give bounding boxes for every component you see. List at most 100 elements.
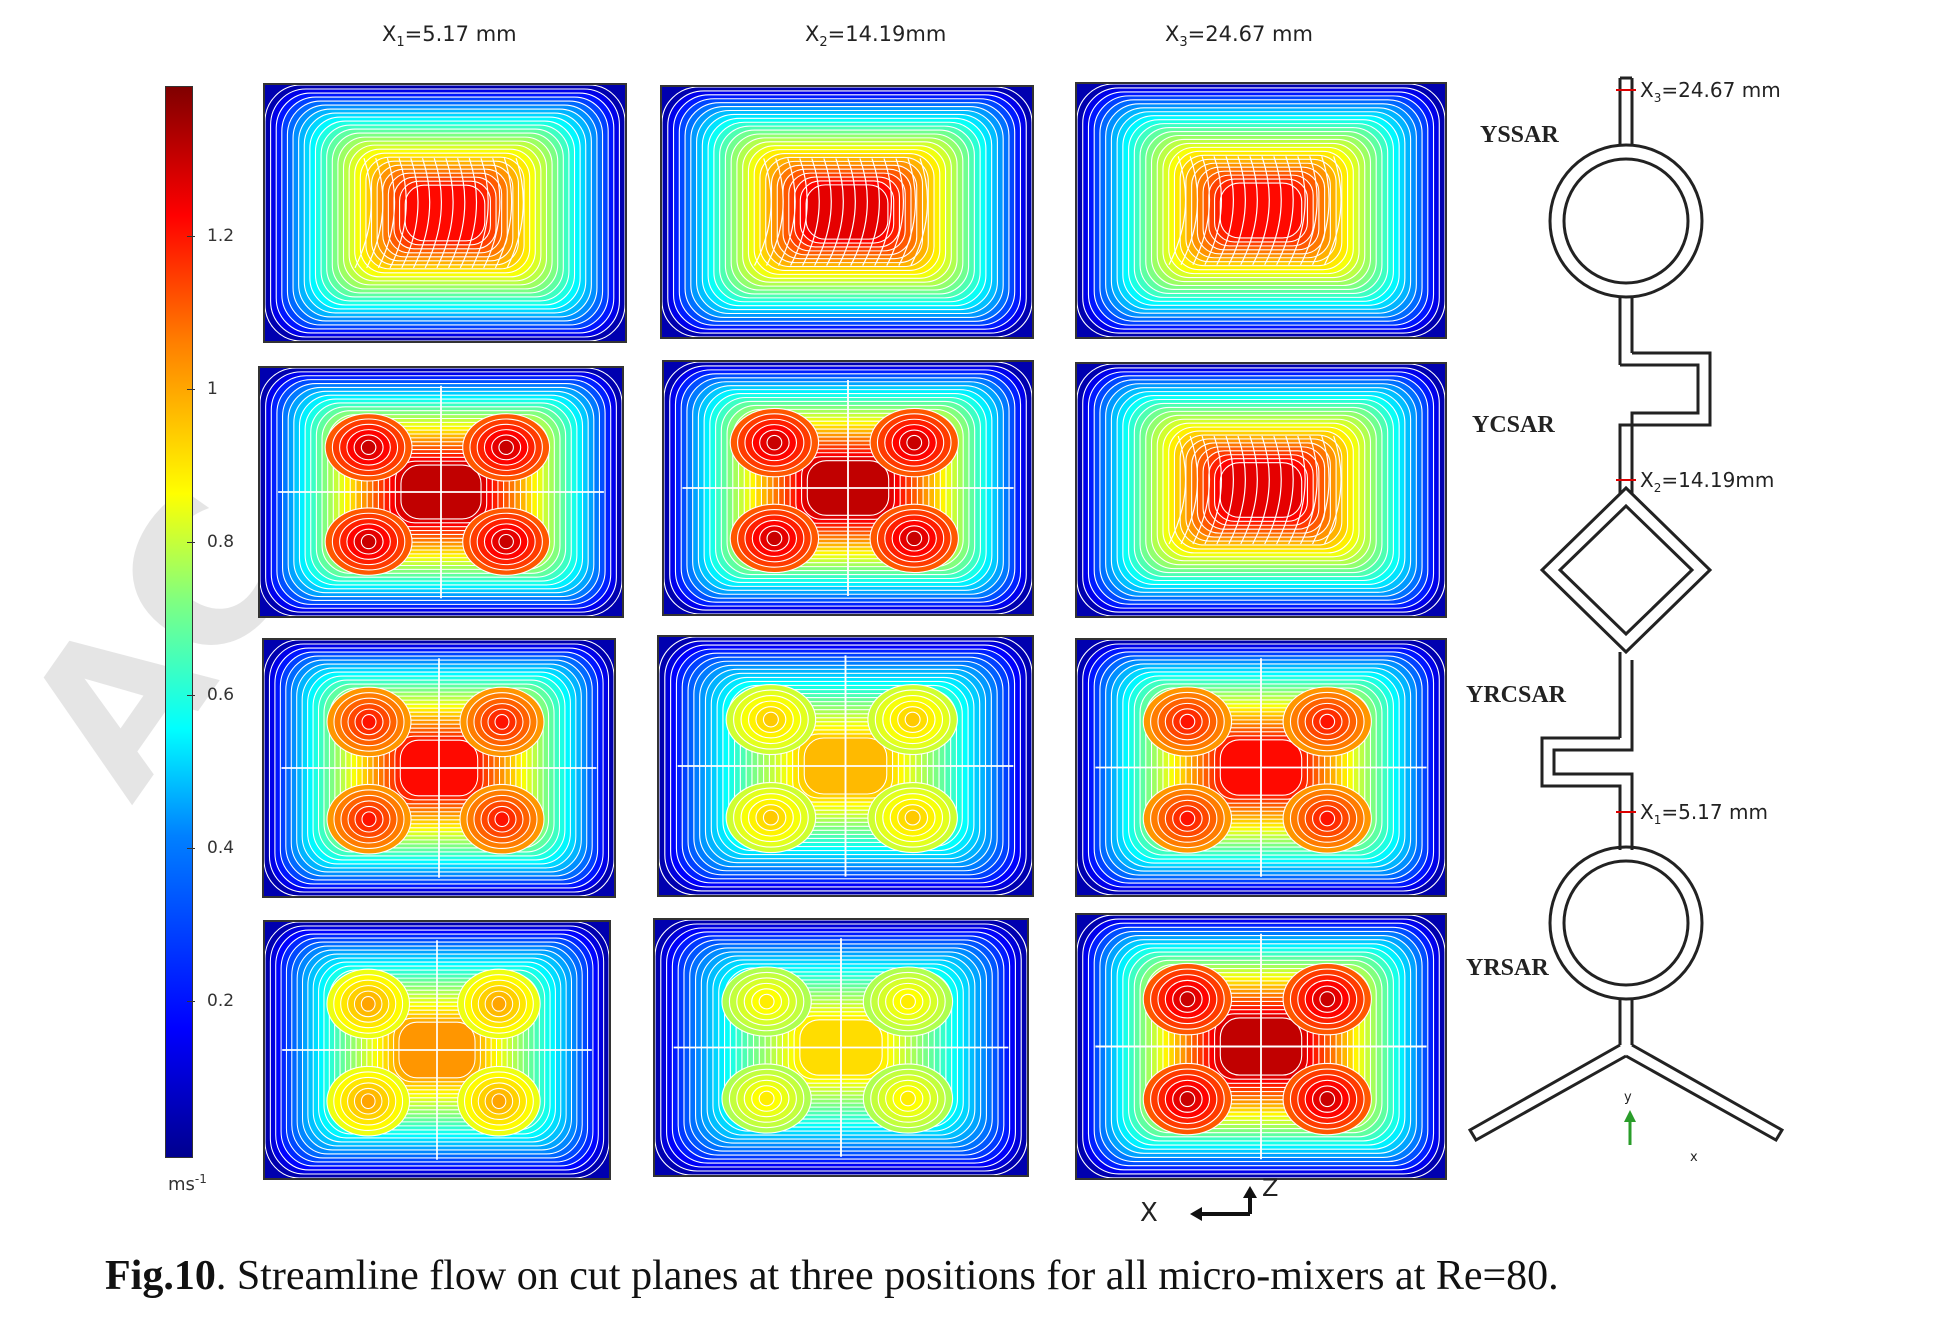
streamline bbox=[802, 158, 820, 266]
streamline bbox=[366, 157, 384, 269]
vortex-ring bbox=[491, 996, 507, 1012]
colorbar-tick bbox=[187, 695, 195, 696]
streamline bbox=[354, 157, 372, 269]
streamline bbox=[778, 158, 796, 266]
view-axis-z: Z bbox=[1262, 1174, 1279, 1202]
vortex-ring bbox=[758, 1090, 775, 1107]
streamline bbox=[377, 157, 396, 269]
mixer-label-ycsar: YCSAR bbox=[1472, 412, 1555, 438]
streamline-field bbox=[655, 920, 1027, 1175]
vortex-ring bbox=[758, 993, 775, 1010]
view-axes bbox=[1190, 1186, 1257, 1221]
streamline bbox=[1168, 156, 1187, 265]
streamline bbox=[1216, 435, 1234, 545]
streamline bbox=[1264, 156, 1282, 265]
streamline bbox=[1168, 435, 1187, 545]
streamline bbox=[389, 157, 407, 269]
vortex-ring bbox=[498, 439, 514, 455]
vortex-ring bbox=[906, 530, 923, 547]
streamline bbox=[814, 158, 832, 266]
streamline bbox=[1240, 435, 1258, 545]
micromixer-schematic bbox=[1467, 76, 1785, 1145]
streamline-field bbox=[1077, 364, 1445, 616]
streamline bbox=[1240, 156, 1258, 265]
streamline bbox=[1300, 435, 1318, 545]
column-header-2: X2=14.19mm bbox=[805, 22, 947, 51]
colorbar-tick-label: 0.2 bbox=[207, 991, 235, 1011]
streamline bbox=[826, 158, 844, 266]
vortex-ring bbox=[494, 811, 510, 828]
streamline bbox=[753, 158, 772, 266]
vortex-ring bbox=[360, 533, 377, 550]
colorbar-tick bbox=[187, 389, 195, 390]
streamline-field bbox=[264, 640, 614, 896]
vortex-ring bbox=[766, 530, 783, 547]
position-label-x1: X1=5.17 mm bbox=[1640, 800, 1768, 827]
vortex-ring bbox=[1319, 991, 1336, 1008]
vortex-ring bbox=[360, 439, 377, 455]
streamline-panel bbox=[660, 85, 1034, 339]
streamline-field bbox=[265, 922, 609, 1178]
triad-label-y: y bbox=[1624, 1090, 1632, 1105]
streamline-panel bbox=[662, 360, 1034, 616]
streamline bbox=[483, 157, 501, 269]
triad-label-x: x bbox=[1690, 1150, 1698, 1165]
streamline bbox=[1192, 156, 1211, 265]
streamline bbox=[412, 157, 431, 269]
streamline-field bbox=[260, 368, 622, 616]
streamline bbox=[1204, 156, 1222, 265]
streamline bbox=[898, 158, 916, 266]
mixer-label-yssar: YSSAR bbox=[1480, 122, 1559, 148]
vortex-ring bbox=[494, 714, 510, 730]
vortex-ring bbox=[1179, 1091, 1196, 1108]
streamline bbox=[1288, 156, 1306, 265]
caption-text: . Streamline flow on cut planes at three… bbox=[215, 1253, 1559, 1299]
streamline bbox=[765, 158, 784, 266]
streamline-panel bbox=[1075, 913, 1447, 1180]
vortex-ring bbox=[762, 711, 779, 728]
streamline-field bbox=[662, 87, 1032, 337]
streamline bbox=[874, 158, 892, 266]
streamline bbox=[1323, 156, 1342, 265]
vortex-ring bbox=[491, 1093, 507, 1110]
axis-triad bbox=[1624, 1110, 1636, 1145]
vortex-ring bbox=[766, 434, 783, 451]
streamline-field bbox=[265, 85, 625, 341]
vortex-ring bbox=[899, 993, 916, 1010]
colorbar-tick bbox=[187, 542, 195, 543]
streamline-field bbox=[1077, 915, 1445, 1178]
streamline bbox=[1311, 156, 1330, 265]
streamline bbox=[506, 157, 524, 269]
vortex-ring bbox=[498, 533, 514, 550]
vortex-ring bbox=[361, 714, 377, 730]
streamline bbox=[1228, 156, 1246, 265]
mixer-label-yrcsar: YRCSAR bbox=[1466, 682, 1567, 708]
streamline-panel bbox=[263, 83, 627, 343]
streamline bbox=[838, 158, 856, 266]
vortex-ring bbox=[360, 1093, 376, 1110]
streamline-field bbox=[659, 637, 1032, 895]
streamline-field bbox=[1077, 640, 1445, 895]
colorbar-tick bbox=[187, 1001, 195, 1002]
streamline-field bbox=[664, 362, 1032, 614]
streamline bbox=[494, 157, 513, 269]
caption-label: Fig.10 bbox=[105, 1253, 216, 1299]
colorbar-unit: ms-1 bbox=[168, 1172, 207, 1195]
streamline bbox=[910, 158, 929, 266]
streamline bbox=[1276, 156, 1294, 265]
vortex-ring bbox=[1179, 991, 1196, 1008]
streamline bbox=[459, 157, 478, 269]
streamline bbox=[1252, 156, 1270, 265]
streamline bbox=[471, 157, 489, 269]
colorbar-tick-label: 1.2 bbox=[207, 226, 235, 246]
streamline-field bbox=[1077, 84, 1445, 337]
vortex-ring bbox=[1179, 810, 1196, 827]
streamline-panel bbox=[657, 635, 1034, 897]
streamline bbox=[401, 157, 419, 269]
colorbar-tick bbox=[187, 848, 195, 849]
colorbar-tick-label: 1 bbox=[207, 379, 218, 399]
column-header-3: X3=24.67 mm bbox=[1165, 22, 1313, 51]
vortex-ring bbox=[1319, 1091, 1336, 1108]
streamline bbox=[850, 158, 868, 266]
streamline bbox=[886, 158, 904, 266]
